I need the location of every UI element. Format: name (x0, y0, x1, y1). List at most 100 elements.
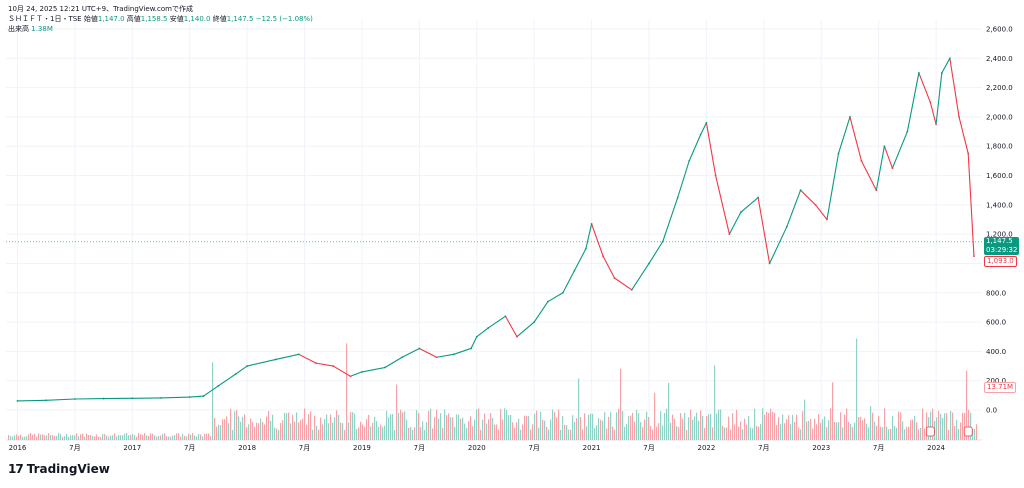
price-point (533, 321, 536, 323)
price-segment (800, 189, 816, 206)
volume-bar (28, 434, 30, 440)
volume-bar (92, 436, 94, 440)
volume-bar (962, 412, 964, 440)
volume-bar (156, 436, 158, 440)
price-point (676, 196, 679, 199)
volume-bar (648, 417, 650, 440)
grid-lines (6, 20, 982, 441)
volume-bar (964, 412, 966, 440)
price-tick-label: 200.0 (986, 377, 1006, 385)
price-point (714, 174, 717, 177)
volume-bar (478, 408, 480, 440)
volume-bar (422, 421, 424, 440)
volume-bar (730, 429, 732, 440)
price-point (602, 255, 604, 258)
volume-bar (110, 435, 112, 440)
price-point (361, 371, 363, 373)
volume-bar (790, 424, 792, 440)
volume-bar (628, 416, 630, 440)
volume-bar (480, 429, 482, 440)
volume-bar (232, 429, 234, 440)
price-tick-label: 2,200.0 (986, 84, 1013, 92)
volume-bar (10, 436, 12, 440)
volume-bar (38, 433, 40, 440)
symbol-label[interactable]: ＳＨＩＦＴ・1日・TSE (8, 15, 82, 23)
chart-header: 10月 24, 2025 12:21 UTC+9、TradingView.com… (8, 4, 313, 34)
volume-bar (370, 426, 372, 440)
volume-bar (766, 412, 768, 440)
volume-bar (24, 436, 26, 440)
price-segment (826, 153, 840, 220)
volume-bar (660, 411, 662, 440)
volume-bar (626, 424, 628, 440)
volume-bar (48, 433, 50, 440)
volume-bar (582, 429, 584, 440)
price-axis[interactable]: 2,600.0 2,400.0 2,200.0 2,000.0 1,800.0 1,600… (986, 26, 1013, 415)
price-point (648, 262, 650, 265)
volume-bar (338, 415, 340, 440)
volume-bars (8, 338, 978, 440)
volume-bar (708, 414, 710, 440)
volume-bar (262, 422, 264, 440)
volume-bar (208, 433, 210, 440)
price-point (202, 395, 205, 397)
volume-bar (346, 343, 348, 440)
volume-bar (856, 338, 858, 440)
volume-bar (960, 422, 962, 440)
price-point (973, 255, 975, 258)
price-segment (941, 58, 951, 74)
tradingview-logo-icon: 17 (8, 462, 24, 476)
volume-bar (684, 412, 686, 440)
price-segment (189, 395, 204, 398)
volume-bar (610, 411, 612, 440)
volume-bar (882, 427, 884, 440)
volume-bar (256, 422, 258, 440)
price-point (547, 300, 549, 303)
volume-bar (650, 426, 652, 440)
volume-bar (788, 415, 790, 440)
volume-bar (890, 428, 892, 440)
volume-bar (196, 436, 198, 440)
volume-bar (848, 421, 850, 440)
time-axis[interactable]: 2016 7月 2017 7月 2018 7月 2019 7月 2020 7月 2021 7月 2022… (9, 426, 973, 452)
tradingview-logo[interactable]: 17 TradingView (8, 462, 110, 476)
volume-bar (968, 409, 970, 440)
volume-bar (54, 436, 56, 440)
volume-bar (714, 365, 716, 440)
volume-bar (122, 435, 124, 440)
price-point (573, 269, 576, 272)
volume-bar (720, 409, 722, 440)
volume-bar (658, 423, 660, 440)
price-segment (614, 277, 633, 291)
volume-bar (792, 414, 794, 440)
price-segment (350, 371, 363, 377)
time-tick-label: 7月 (873, 444, 884, 452)
volume-bar (348, 422, 350, 440)
last-price-value: 1,147.5 (986, 237, 1013, 245)
volume-bar (710, 413, 712, 440)
volume-bar (234, 411, 236, 440)
volume-bar (490, 413, 492, 440)
price-point (688, 159, 691, 162)
volume-bar (56, 435, 58, 440)
volume-bar (830, 408, 832, 440)
volume-bar (246, 427, 248, 440)
time-tick-label: 2016 (9, 444, 27, 452)
volume-bar (334, 417, 336, 440)
price-segment (949, 58, 960, 118)
volume-bar (516, 422, 518, 440)
volume-bar (922, 408, 924, 440)
volume-bar (566, 425, 568, 440)
price-tick-label: 2,600.0 (986, 26, 1013, 34)
volume-bar (76, 433, 78, 440)
volume-bar (186, 436, 188, 440)
volume-bar (350, 412, 352, 440)
earnings-marker (963, 426, 973, 437)
price-segment (332, 365, 351, 377)
volume-bar (166, 436, 168, 440)
volume-bar (512, 422, 514, 440)
price-point (860, 159, 863, 162)
volume-bar (448, 413, 450, 440)
price-point (418, 347, 421, 350)
